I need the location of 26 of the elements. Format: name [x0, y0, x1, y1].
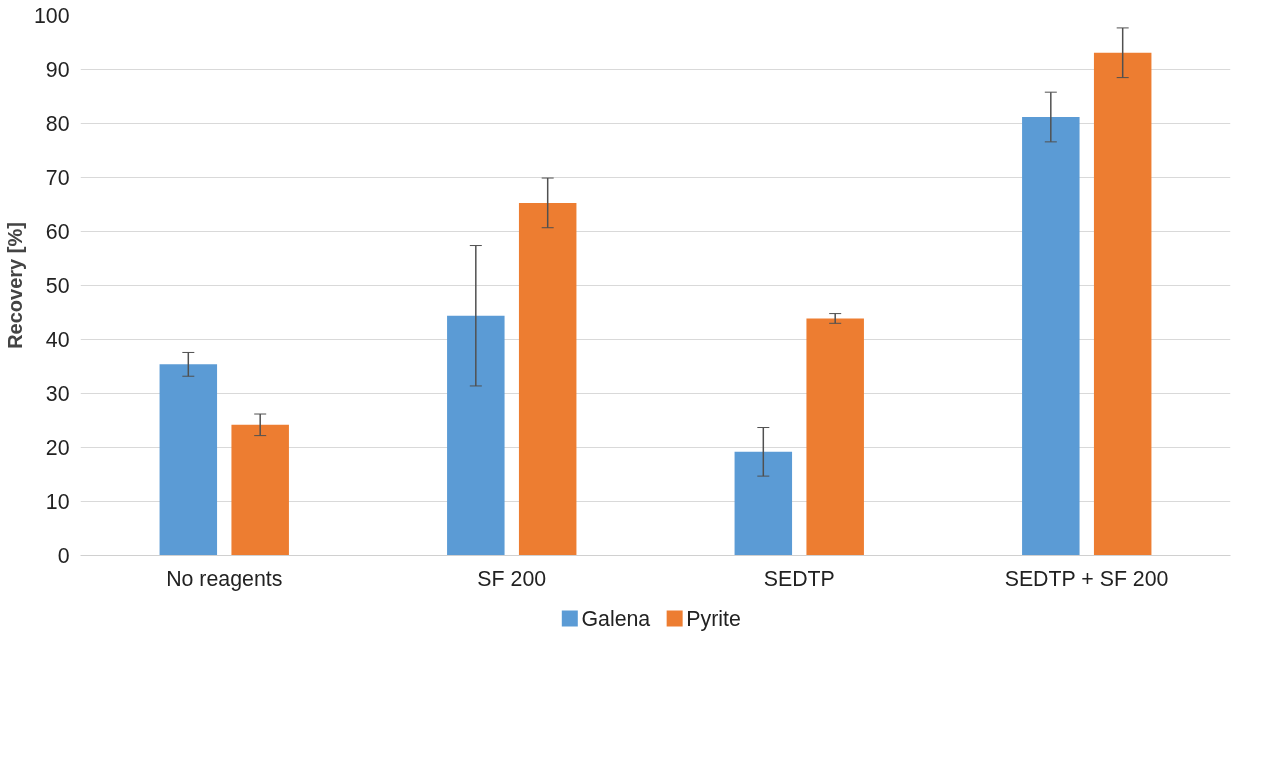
y-tick-label: 30 [45, 382, 70, 406]
y-tick-label: 50 [45, 274, 70, 298]
x-tick-label: SEDTP [763, 566, 835, 591]
y-tick-label: 80 [45, 112, 70, 136]
bar [734, 451, 793, 556]
x-tick-label: SF 200 [477, 566, 547, 591]
x-tick-label: SEDTP + SF 200 [1004, 566, 1169, 591]
y-tick-label: 90 [45, 58, 70, 82]
y-tick-label: 70 [45, 166, 70, 190]
bar [1022, 117, 1080, 556]
y-tick-label: 0 [57, 544, 70, 568]
bar [159, 364, 218, 556]
x-tick-label: No reagents [166, 566, 283, 591]
legend-label: Pyrite [686, 606, 741, 631]
y-tick-label: 60 [45, 220, 70, 244]
y-tick-label: 40 [45, 328, 70, 352]
y-tick-label: 100 [33, 4, 70, 28]
bar [447, 315, 505, 556]
y-axis-title: Recovery [%] [3, 222, 26, 349]
legend-label: Galena [581, 606, 651, 631]
y-tick-label: 10 [45, 490, 70, 514]
bar [231, 424, 289, 556]
y-tick-label: 20 [45, 436, 70, 460]
bar [518, 202, 577, 556]
bar [1093, 52, 1152, 556]
bar [806, 318, 864, 556]
